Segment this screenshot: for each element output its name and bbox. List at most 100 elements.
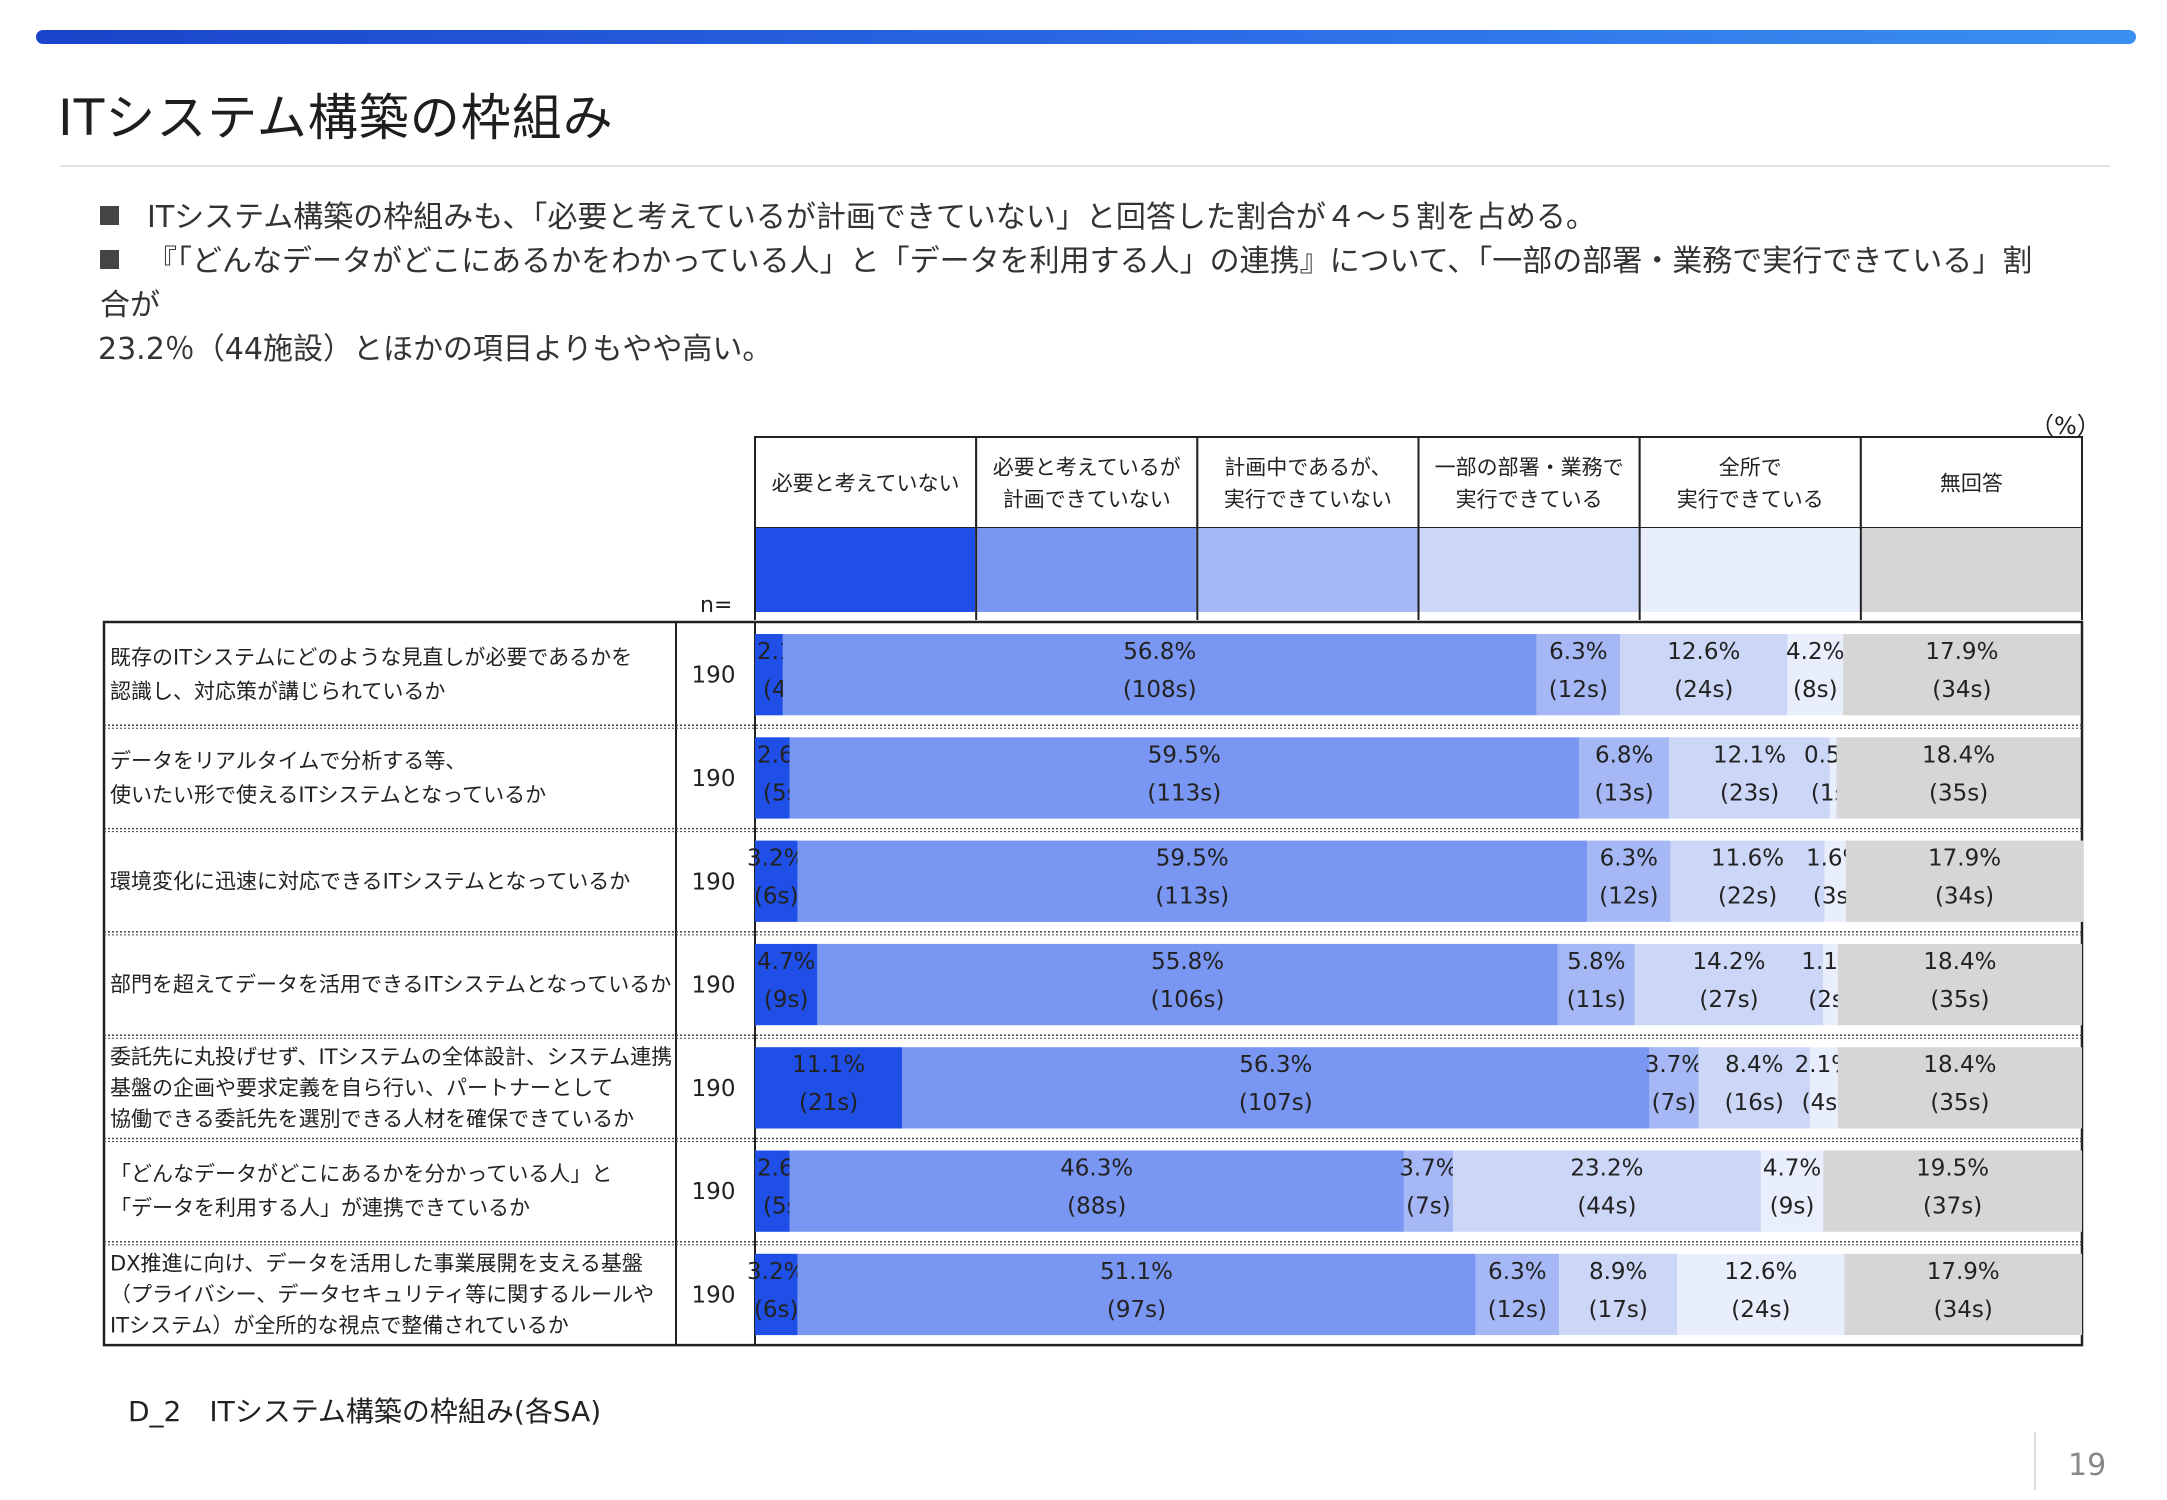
bar-count-label: (97s) <box>1107 1297 1166 1323</box>
bar-value-label: 18.4% <box>1922 742 1995 768</box>
bar-segment <box>755 737 790 819</box>
bar-segment <box>1557 943 1635 1026</box>
bar-count-label: (9s) <box>1770 1194 1815 1220</box>
bar-count-label: (8s) <box>1793 677 1838 703</box>
legend-label: 実行できている <box>1677 488 1824 512</box>
legend-label: 実行できている <box>1456 488 1603 512</box>
bar-segment <box>1760 1150 1824 1232</box>
bar-value-label: 18.4% <box>1923 1052 1996 1078</box>
bar-value-label: 6.3% <box>1488 1259 1546 1285</box>
legend-label: 全所で <box>1719 456 1782 480</box>
bar-segment <box>755 1150 790 1232</box>
bar-segment <box>755 1253 798 1336</box>
bar-count-label: (6s) <box>754 884 799 910</box>
bar-segment <box>1787 634 1844 716</box>
bar-value-label: 6.3% <box>1549 639 1607 665</box>
bar-value-label: 6.8% <box>1595 742 1653 768</box>
bar-value-label: 4.7% <box>1763 1156 1821 1182</box>
bullet-text: 23.2％（44施設）とほかの項目よりもやや高い。 <box>98 332 773 367</box>
bar-value-label: 6.3% <box>1600 846 1658 872</box>
row-label: 「データを利用する人」が連携できているか <box>110 1196 530 1220</box>
bar-value-label: 4.7% <box>757 949 815 975</box>
bar-count-label: (35s) <box>1930 1090 1989 1116</box>
bar-value-label: 3.7% <box>1645 1052 1703 1078</box>
legend-label: 実行できていない <box>1224 488 1392 512</box>
bar-value-label: 17.9% <box>1927 1259 2000 1285</box>
bar-segment <box>1844 1253 2082 1336</box>
bar-segment <box>797 1253 1476 1336</box>
bar-segment <box>1587 840 1671 922</box>
bar-count-label: (6s) <box>754 1297 799 1323</box>
bar-segment <box>902 1047 1650 1129</box>
bar-value-label: 18.4% <box>1923 949 1996 975</box>
row-label: （プライバシー、データセキュリティ等に関するルールや <box>110 1282 654 1306</box>
bar-segment <box>755 1047 903 1129</box>
bar-segment <box>797 840 1588 922</box>
bar-value-label: 59.5% <box>1148 742 1221 768</box>
legend-label: 一部の部署・業務で <box>1435 456 1624 480</box>
legend-header-cell <box>1859 436 2084 529</box>
bar-count-label: (23s) <box>1720 780 1779 806</box>
bar-count-label: (27s) <box>1699 987 1758 1013</box>
legend-swatch <box>1198 528 1418 612</box>
bar-count-label: (44s) <box>1577 1194 1636 1220</box>
row-label: 「どんなデータがどこにあるかを分かっている人」と <box>110 1162 612 1186</box>
bar-count-label: (34s) <box>1935 884 1994 910</box>
legend-swatch <box>1640 528 1860 612</box>
bar-count-label: (34s) <box>1932 677 1991 703</box>
bar-value-label: 11.6% <box>1711 846 1784 872</box>
bar-count-label: (12s) <box>1549 677 1608 703</box>
legend-label: 無回答 <box>1940 472 2003 496</box>
bullet-item-2: 『「どんなデータがどこにあるかをわかっている人」と「データを利用する人」の連携』… <box>100 240 2060 328</box>
bar-count-label: (37s) <box>1923 1194 1982 1220</box>
bar-segment <box>1698 1047 1810 1129</box>
bar-value-label: 56.8% <box>1123 639 1196 665</box>
bar-value-label: 12.1% <box>1713 742 1786 768</box>
bar-segment <box>1403 1150 1454 1232</box>
row-n-value: 190 <box>692 1282 736 1308</box>
bar-value-label: 5.8% <box>1567 949 1625 975</box>
bar-value-label: 8.4% <box>1725 1052 1783 1078</box>
row-n-value: 190 <box>692 973 736 999</box>
row-label: 協働できる委託先を選別できる人材を確保できているか <box>110 1107 634 1131</box>
bar-segment <box>1579 737 1670 819</box>
bar-segment <box>1837 1047 2082 1129</box>
bar-count-label: (24s) <box>1674 677 1733 703</box>
row-label: ITシステム）が全所的な視点で整備されているか <box>110 1313 569 1337</box>
row-label: 既存のITシステムにどのような見直しが必要であるかを <box>110 646 632 670</box>
bar-value-label: 3.2% <box>747 1259 805 1285</box>
bullet-square-icon <box>100 250 119 269</box>
summary-bullets: ITシステム構築の枠組みも、「必要と考えているが計画できていない」と回答した割合… <box>98 196 2060 372</box>
bar-count-label: (21s) <box>799 1090 858 1116</box>
bar-value-label: 3.7% <box>1399 1156 1457 1182</box>
bar-count-label: (9s) <box>764 987 809 1013</box>
bar-segment <box>1823 1150 2082 1232</box>
bar-value-label: 59.5% <box>1156 846 1229 872</box>
bar-count-label: (88s) <box>1067 1194 1126 1220</box>
bar-value-label: 4.2% <box>1786 639 1844 665</box>
bar-value-label: 55.8% <box>1151 949 1224 975</box>
bar-segment <box>1677 1253 1845 1336</box>
bar-segment <box>1836 737 2081 819</box>
bar-count-label: (17s) <box>1589 1297 1648 1323</box>
row-n-value: 190 <box>692 869 736 895</box>
bar-segment <box>1649 1047 1699 1129</box>
legend-label: 計画できていない <box>1003 488 1171 512</box>
row-label: 認識し、対応策が講じられているか <box>110 680 445 704</box>
legend-label: 必要と考えていない <box>772 472 960 496</box>
bar-segment <box>1620 634 1788 716</box>
bar-segment <box>1669 737 1830 819</box>
bar-segment <box>789 1150 1404 1232</box>
row-n-value: 190 <box>692 1179 736 1205</box>
row-label: DX推進に向け、データを活用した事業展開を支える基盤 <box>110 1251 643 1275</box>
bar-segment <box>1845 840 2084 922</box>
bar-segment <box>1559 1253 1678 1336</box>
bar-segment <box>1634 943 1824 1026</box>
bar-segment <box>1809 1047 1838 1129</box>
bar-value-label: 17.9% <box>1928 846 2001 872</box>
legend-header-cell <box>1638 436 1862 529</box>
bullet-square-icon <box>100 206 119 225</box>
page-title: ITシステム構築の枠組み <box>58 89 614 147</box>
bar-count-label: (22s) <box>1718 884 1777 910</box>
